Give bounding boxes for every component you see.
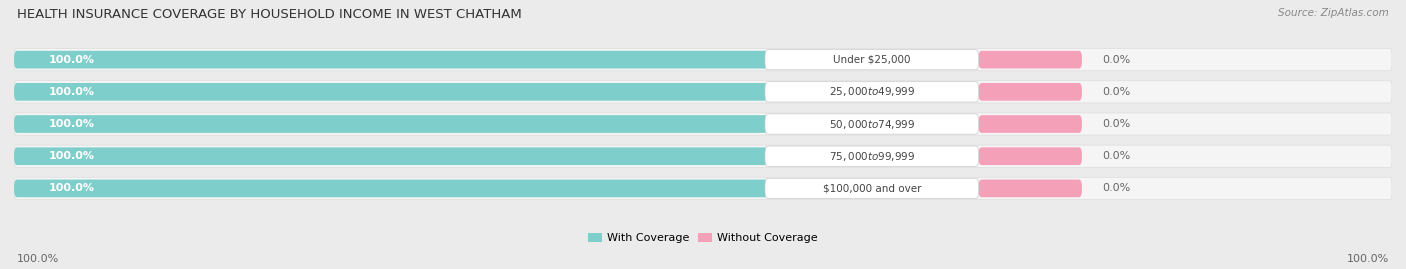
FancyBboxPatch shape — [14, 83, 827, 101]
Text: 100.0%: 100.0% — [48, 55, 94, 65]
Text: 0.0%: 0.0% — [1102, 151, 1130, 161]
FancyBboxPatch shape — [14, 179, 827, 197]
Text: $100,000 and over: $100,000 and over — [823, 183, 921, 193]
FancyBboxPatch shape — [14, 145, 1392, 167]
Text: 100.0%: 100.0% — [48, 87, 94, 97]
Text: 0.0%: 0.0% — [1102, 183, 1130, 193]
Text: Source: ZipAtlas.com: Source: ZipAtlas.com — [1278, 8, 1389, 18]
FancyBboxPatch shape — [979, 51, 1083, 69]
FancyBboxPatch shape — [14, 147, 827, 165]
FancyBboxPatch shape — [765, 178, 979, 199]
FancyBboxPatch shape — [14, 81, 1392, 103]
Text: 100.0%: 100.0% — [48, 183, 94, 193]
Text: $25,000 to $49,999: $25,000 to $49,999 — [828, 85, 915, 98]
FancyBboxPatch shape — [979, 179, 1083, 197]
Text: $50,000 to $74,999: $50,000 to $74,999 — [828, 118, 915, 130]
Text: 100.0%: 100.0% — [48, 119, 94, 129]
FancyBboxPatch shape — [979, 83, 1083, 101]
FancyBboxPatch shape — [14, 115, 827, 133]
FancyBboxPatch shape — [765, 82, 979, 102]
Text: 100.0%: 100.0% — [17, 254, 59, 264]
FancyBboxPatch shape — [979, 115, 1083, 133]
Text: Under $25,000: Under $25,000 — [832, 55, 911, 65]
FancyBboxPatch shape — [14, 113, 1392, 135]
Legend: With Coverage, Without Coverage: With Coverage, Without Coverage — [583, 228, 823, 247]
Text: 100.0%: 100.0% — [48, 151, 94, 161]
FancyBboxPatch shape — [765, 114, 979, 134]
Text: 0.0%: 0.0% — [1102, 119, 1130, 129]
FancyBboxPatch shape — [765, 146, 979, 166]
Text: 100.0%: 100.0% — [1347, 254, 1389, 264]
Text: 0.0%: 0.0% — [1102, 87, 1130, 97]
FancyBboxPatch shape — [14, 49, 1392, 71]
Text: $75,000 to $99,999: $75,000 to $99,999 — [828, 150, 915, 163]
FancyBboxPatch shape — [14, 177, 1392, 200]
FancyBboxPatch shape — [765, 49, 979, 70]
FancyBboxPatch shape — [979, 147, 1083, 165]
Text: 0.0%: 0.0% — [1102, 55, 1130, 65]
Text: HEALTH INSURANCE COVERAGE BY HOUSEHOLD INCOME IN WEST CHATHAM: HEALTH INSURANCE COVERAGE BY HOUSEHOLD I… — [17, 8, 522, 21]
FancyBboxPatch shape — [14, 51, 827, 69]
